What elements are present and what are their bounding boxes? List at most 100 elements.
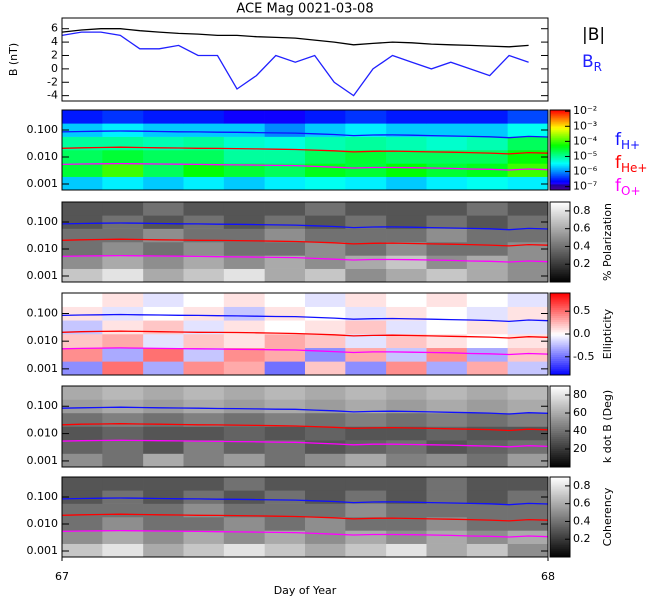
colorbar-swatch: [550, 491, 570, 494]
heatmap-cell: [102, 440, 144, 454]
x-tick-label: 67: [55, 570, 69, 583]
colorbar-tick-label: 10⁻³: [573, 119, 597, 132]
heatmap-cell: [264, 386, 306, 400]
legend-entry: BR: [582, 52, 602, 74]
colorbar-swatch: [550, 364, 570, 368]
heatmap-cell: [62, 503, 103, 518]
heatmap-cell: [386, 293, 427, 307]
heatmap-cell: [223, 543, 265, 557]
colorbar-swatch: [550, 454, 570, 458]
colorbar-swatch: [550, 428, 570, 431]
heatmap-cell: [264, 399, 306, 414]
heatmap-cell: [345, 453, 387, 467]
heatmap-cell: [466, 399, 508, 414]
heatmap-cell: [223, 268, 265, 282]
heatmap-cell: [264, 530, 306, 544]
heatmap-cell: [102, 453, 144, 467]
heatmap-cell: [466, 110, 508, 124]
heatmap-cell: [386, 399, 427, 414]
colorbar-swatch: [550, 541, 570, 544]
heatmap-cell: [102, 149, 144, 164]
heatmap-cell: [102, 136, 144, 151]
heatmap-cell: [345, 333, 387, 349]
heatmap-cell: [264, 361, 306, 375]
colorbar-swatch: [550, 501, 570, 504]
heatmap-cell: [183, 516, 225, 531]
heatmap-cell: [305, 268, 346, 282]
heatmap-cell: [264, 268, 306, 282]
heatmap-cell: [507, 176, 548, 190]
colorbar-swatch: [550, 440, 570, 444]
heatmap-cell: [62, 320, 103, 335]
colorbar-swatch: [550, 212, 570, 215]
heatmap-cell: [102, 412, 144, 427]
heatmap-cell: [305, 453, 346, 467]
colorbar-swatch: [550, 358, 570, 362]
colorbar-swatch: [550, 388, 570, 391]
y-tick-label: 2: [51, 48, 58, 61]
heatmap-cell: [62, 202, 103, 216]
x-axis-label: Day of Year: [274, 584, 337, 597]
series-line: [62, 238, 548, 247]
heatmap-cell: [264, 320, 306, 335]
heatmap-cell: [466, 477, 508, 491]
colorbar-swatch: [550, 258, 570, 261]
heatmap-cell: [466, 293, 508, 307]
heatmap-cell: [264, 440, 306, 454]
heatmap-cell: [507, 255, 548, 269]
colorbar-swatch: [550, 126, 570, 129]
heatmap-cell: [305, 543, 346, 557]
colorbar-swatch: [550, 342, 570, 345]
colorbar-swatch: [550, 184, 570, 187]
y-tick-label: 0.001: [27, 269, 59, 282]
colorbar-tick-label: 80: [573, 388, 587, 401]
plot-area: [62, 293, 548, 375]
colorbar-swatch: [550, 396, 570, 399]
heatmap-cell: [223, 202, 265, 216]
heatmap-cell: [426, 477, 468, 491]
heatmap-cell: [102, 386, 144, 400]
heatmap-cell: [102, 228, 144, 243]
heatmap-cell: [507, 543, 548, 557]
colorbar-swatch: [550, 256, 570, 259]
heatmap-cell: [264, 255, 306, 269]
heatmap-cell: [143, 136, 184, 151]
colorbar-swatch: [550, 368, 570, 372]
colorbar-swatch: [550, 186, 570, 189]
heatmap-cell: [143, 347, 184, 362]
heatmap-cell: [386, 123, 427, 137]
colorbar-swatch: [550, 464, 570, 468]
series-line: [62, 222, 548, 231]
heatmap-cell: [466, 228, 508, 243]
heatmap-cell: [102, 123, 144, 137]
colorbar-swatch: [550, 214, 570, 217]
colorbar-swatch: [550, 128, 570, 131]
heatmap-cell: [223, 306, 265, 321]
heatmap-cell: [102, 255, 144, 269]
colorbar-swatch: [550, 390, 570, 393]
colorbar-swatch: [550, 344, 570, 347]
heatmap-cell: [143, 255, 184, 269]
y-tick-label: -2: [47, 75, 58, 88]
heatmap-cell: [386, 268, 427, 282]
colorbar-swatch: [550, 309, 570, 312]
colorbar-swatch: [550, 392, 570, 395]
heatmap-cell: [143, 503, 184, 518]
heatmap-cell: [183, 503, 225, 518]
colorbar-swatch: [550, 539, 570, 542]
colorbar-swatch: [550, 118, 570, 121]
series-line: [62, 423, 548, 432]
heatmap-cell: [345, 320, 387, 335]
heatmap-cell: [143, 440, 184, 454]
colorbar-swatch: [550, 305, 570, 308]
heatmap-cell: [426, 361, 468, 375]
heatmap-cell: [102, 215, 144, 229]
colorbar-swatch: [550, 398, 570, 401]
heatmap-cell: [183, 386, 225, 400]
heatmap-cell: [426, 268, 468, 282]
heatmap-cell: [426, 440, 468, 454]
plot-frame: [61, 17, 549, 102]
heatmap-cell: [143, 516, 184, 531]
legend-subscript: O+: [621, 184, 641, 198]
heatmap-cell: [223, 412, 265, 427]
